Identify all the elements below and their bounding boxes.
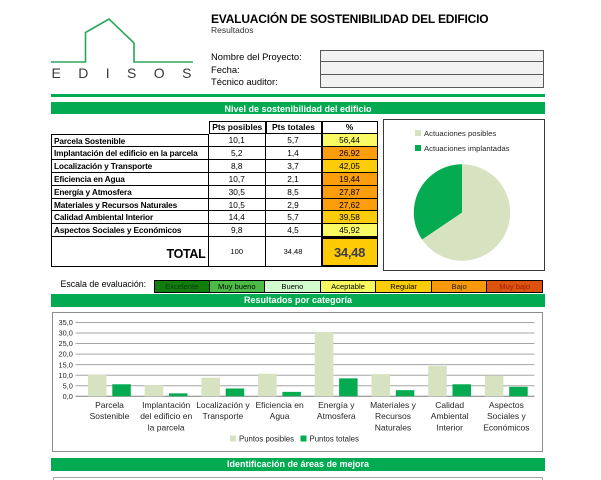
svg-text:Ambiental: Ambiental bbox=[431, 411, 469, 421]
svg-text:25,0: 25,0 bbox=[59, 339, 73, 348]
svg-text:35,0: 35,0 bbox=[59, 318, 73, 327]
svg-text:Transporte: Transporte bbox=[203, 411, 244, 421]
svg-text:Implantación: Implantación bbox=[142, 400, 190, 410]
svg-text:Aspectos: Aspectos bbox=[489, 400, 524, 410]
svg-text:Puntos posibles: Puntos posibles bbox=[239, 435, 294, 444]
svg-text:Económicos: Económicos bbox=[483, 422, 529, 432]
svg-text:0,0: 0,0 bbox=[63, 392, 73, 401]
svg-text:del edificio en: del edificio en bbox=[140, 411, 192, 421]
svg-text:Sociales y: Sociales y bbox=[487, 411, 526, 421]
svg-text:Localización y: Localización y bbox=[196, 400, 250, 410]
svg-text:Materiales y: Materiales y bbox=[370, 400, 417, 410]
svg-text:Interior: Interior bbox=[436, 422, 463, 432]
svg-text:30,0: 30,0 bbox=[59, 329, 73, 338]
svg-text:Recursos: Recursos bbox=[375, 411, 411, 421]
svg-text:15,0: 15,0 bbox=[59, 360, 73, 369]
svg-text:Naturales: Naturales bbox=[375, 422, 411, 432]
svg-text:20,0: 20,0 bbox=[59, 350, 73, 359]
svg-text:5,0: 5,0 bbox=[63, 381, 73, 390]
svg-text:10,0: 10,0 bbox=[59, 371, 73, 380]
svg-text:Calidad: Calidad bbox=[435, 400, 464, 410]
svg-text:Energía y: Energía y bbox=[318, 400, 355, 410]
svg-text:Sostenible: Sostenible bbox=[90, 411, 130, 421]
svg-text:la parcela: la parcela bbox=[148, 422, 185, 432]
svg-text:Agua: Agua bbox=[270, 411, 290, 421]
svg-text:Eficiencia en: Eficiencia en bbox=[255, 400, 303, 410]
svg-text:Parcela: Parcela bbox=[95, 400, 124, 410]
svg-text:Atmosfera: Atmosfera bbox=[317, 411, 356, 421]
svg-text:Puntos totales: Puntos totales bbox=[310, 435, 360, 444]
